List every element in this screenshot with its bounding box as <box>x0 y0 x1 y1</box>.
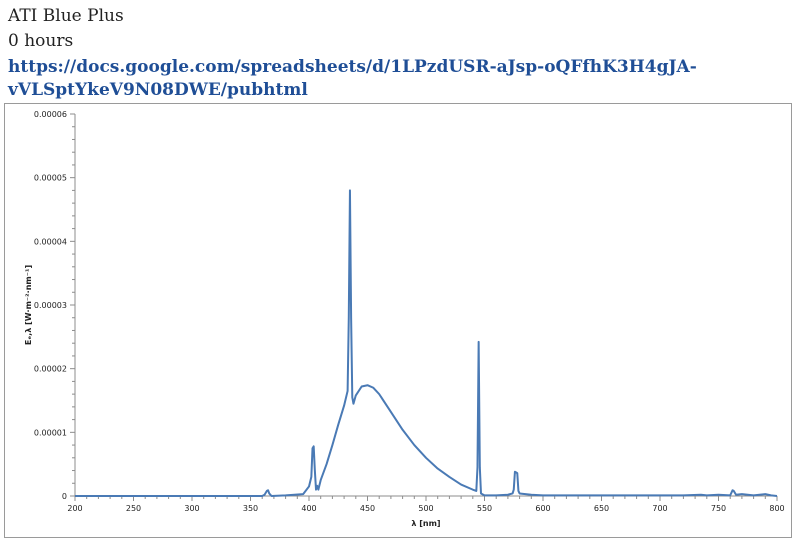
y-tick-label: 0.00006 <box>34 110 67 119</box>
y-axis-label: Eₑ,λ [W·m⁻²·nm⁻¹] <box>24 265 33 345</box>
x-tick-label: 800 <box>769 504 784 513</box>
x-tick-label: 600 <box>535 504 550 513</box>
y-tick-label: 0.00001 <box>34 428 67 437</box>
x-tick-label: 450 <box>360 504 375 513</box>
x-tick-label: 250 <box>126 504 141 513</box>
spectrum-series-line <box>75 189 778 497</box>
y-tick-label: 0.00004 <box>34 237 67 246</box>
x-tick-label: 400 <box>301 504 316 513</box>
y-tick-label: 0 <box>62 492 67 501</box>
y-tick-label: 0.00002 <box>34 365 67 374</box>
y-tick-label: 0.00005 <box>34 174 67 183</box>
x-axis-label: λ [nm] <box>411 519 440 528</box>
x-tick-label: 750 <box>711 504 726 513</box>
chart-frame: 0 0.00001 0.00002 0.00003 0.00004 0.00005 0.00… <box>4 103 792 538</box>
x-tick-label: 650 <box>594 504 609 513</box>
spectrum-chart: 0 0.00001 0.00002 0.00003 0.00004 0.00005 0.00… <box>24 110 785 528</box>
page-title: ATI Blue Plus <box>8 6 124 26</box>
spreadsheet-link[interactable]: https://docs.google.com/spreadsheets/d/1… <box>8 57 697 100</box>
x-tick-label: 350 <box>243 504 258 513</box>
y-tick-label: 0.00003 <box>34 301 67 310</box>
x-tick-label: 550 <box>477 504 492 513</box>
duration-label: 0 hours <box>8 31 74 51</box>
x-tick-label: 700 <box>652 504 667 513</box>
x-tick-label: 200 <box>67 504 82 513</box>
x-tick-label: 500 <box>418 504 433 513</box>
x-tick-label: 300 <box>184 504 199 513</box>
